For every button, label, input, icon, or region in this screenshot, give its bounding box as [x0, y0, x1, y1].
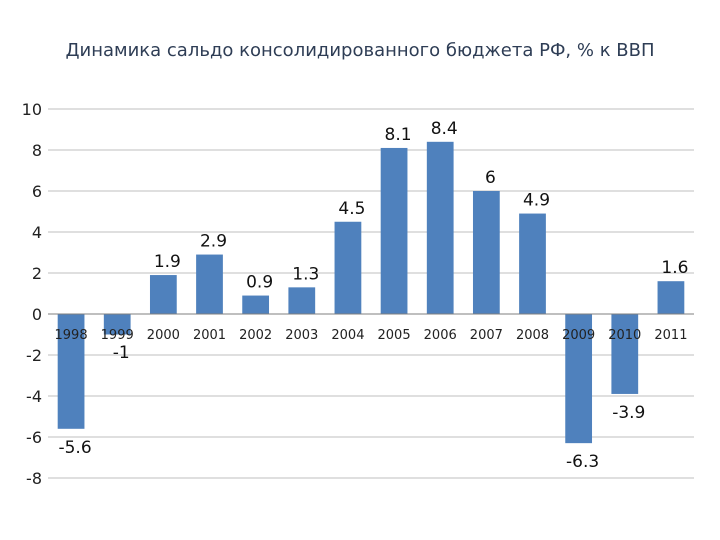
x-tick-label: 2007: [470, 328, 503, 343]
x-tick-label: 1999: [101, 328, 134, 343]
y-tick-label: 4: [32, 223, 42, 242]
chart-title: Динамика сальдо консолидированного бюдже…: [65, 40, 655, 61]
y-tick-label: -2: [26, 346, 42, 365]
x-tick-label: 2000: [147, 328, 180, 343]
x-tick-label: 2002: [239, 328, 272, 343]
x-tick-label: 2011: [654, 328, 687, 343]
data-label: 1.3: [292, 264, 319, 284]
x-tick-label: 2004: [331, 328, 364, 343]
bar-1998: [57, 314, 85, 429]
x-tick-label: 2001: [193, 328, 226, 343]
data-label: 4.5: [338, 199, 365, 219]
bar-2002: [242, 295, 270, 314]
data-label: 1.9: [154, 252, 181, 272]
x-tick-label: 2005: [378, 328, 411, 343]
bar-2004: [334, 221, 362, 314]
bar-2011: [657, 281, 685, 314]
x-tick-label: 1998: [55, 328, 88, 343]
data-label: -5.6: [58, 438, 91, 458]
bar-2007: [472, 191, 500, 314]
data-label: -6.3: [566, 452, 599, 472]
x-tick-label: 2008: [516, 328, 549, 343]
bar-2003: [288, 287, 316, 314]
data-label: 1.6: [661, 258, 688, 278]
bar-2008: [519, 213, 546, 314]
bar-2000: [149, 275, 177, 314]
data-label: 2.9: [200, 232, 227, 252]
y-tick-label: 8: [32, 141, 42, 160]
data-label: -1: [113, 343, 130, 363]
bar-1999: [103, 314, 131, 335]
data-label: 0.9: [246, 273, 273, 293]
bar-2010: [611, 314, 639, 394]
y-tick-label: -8: [26, 469, 42, 488]
y-tick-label: -4: [26, 387, 42, 406]
x-tick-label: 2006: [424, 328, 457, 343]
data-label: 8.1: [385, 125, 412, 145]
data-label: -3.9: [612, 403, 645, 423]
data-label: 8.4: [431, 119, 458, 139]
y-tick-label: 6: [32, 182, 42, 201]
y-tick-label: -6: [26, 428, 42, 447]
data-label: 4.9: [523, 191, 550, 211]
y-tick-label: 2: [32, 264, 42, 283]
data-label: 6: [485, 168, 496, 188]
y-tick-label: 0: [32, 305, 42, 324]
x-tick-label: 2010: [608, 328, 641, 343]
bar-2001: [196, 254, 223, 314]
y-tick-label: 10: [22, 100, 42, 119]
x-tick-label: 2003: [285, 328, 318, 343]
x-tick-label: 2009: [562, 328, 595, 343]
bar-2009: [565, 314, 593, 444]
bar-2005: [380, 147, 408, 314]
bar-2006: [426, 141, 454, 314]
